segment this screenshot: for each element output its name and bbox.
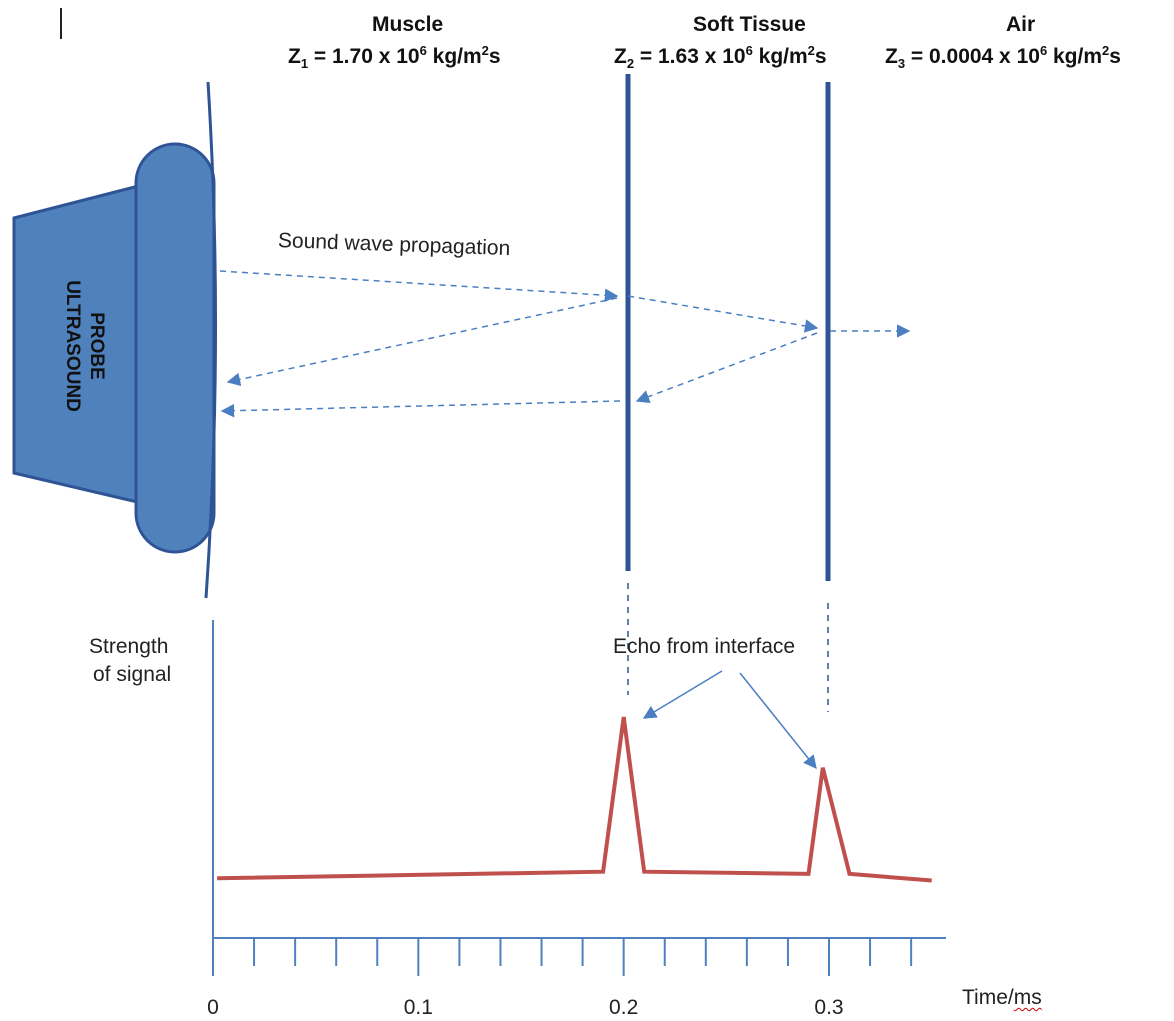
sound-wave-paths [219, 270, 911, 418]
soft-tissue-title: Soft Tissue [693, 13, 806, 36]
echo-label: Echo from interface [613, 635, 796, 658]
signal-chart [212, 620, 946, 976]
x-tick-label: 0.2 [609, 996, 639, 1019]
y-axis-label-line1: Strength [89, 635, 169, 658]
soft-tissue-impedance: Z2 = 1.63 x 106 kg/m2s [614, 43, 827, 72]
x-axis-label: Time/ms [962, 986, 1042, 1009]
muscle-impedance: Z1 = 1.70 x 106 kg/m2s [288, 43, 501, 72]
text-cursor [60, 8, 62, 39]
x-axis-ticks [212, 938, 913, 976]
probe-face [134, 142, 216, 554]
echo-callout-arrows [642, 670, 817, 770]
probe-label-line1: ULTRASOUND [62, 280, 83, 412]
echo-return-arrow [220, 400, 621, 418]
x-tick-label: 0.1 [403, 996, 433, 1019]
air-title: Air [1006, 13, 1036, 36]
air-impedance: Z3 = 0.0004 x 106 kg/m2s [885, 43, 1121, 72]
y-axis-label-line2: of signal [93, 663, 172, 686]
incident-wave-arrow [219, 270, 619, 302]
skin-surface-curve [204, 81, 218, 599]
probe-label-line2: PROBE [86, 312, 107, 380]
echo-signal-line [217, 716, 932, 883]
x-tick-label: 0 [207, 996, 219, 1019]
transmitted-wave-arrow [627, 295, 819, 333]
muscle-title: Muscle [372, 13, 444, 36]
reflection-2-arrow [635, 332, 818, 404]
echo-callout-arrow-2 [739, 672, 817, 770]
echo-callout-arrow-1 [642, 670, 723, 719]
reflection-1-arrow [226, 297, 618, 387]
x-tick-label: 0.3 [814, 996, 844, 1019]
